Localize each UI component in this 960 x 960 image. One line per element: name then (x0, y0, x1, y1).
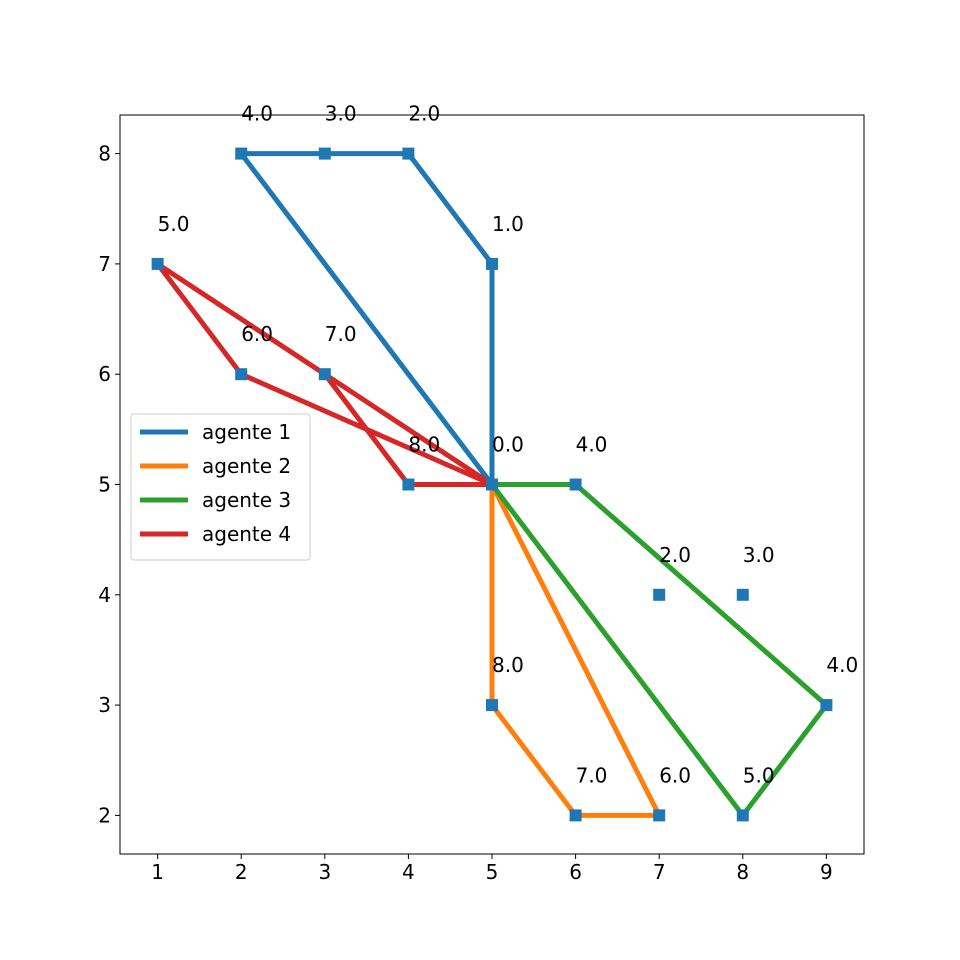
node-marker-13 (486, 699, 498, 712)
node-marker-12 (820, 699, 833, 712)
y-tick-label: 6 (98, 362, 111, 386)
node-marker-0 (486, 478, 498, 491)
node-label-13: 8.0 (492, 653, 524, 677)
node-marker-8 (402, 478, 415, 491)
x-tick-label: 2 (235, 860, 248, 884)
node-label-7: 7.0 (325, 322, 357, 346)
legend-label-agente-3: agente 3 (202, 488, 291, 512)
node-label-8: 8.0 (408, 433, 440, 457)
node-label-3: 3.0 (325, 102, 357, 126)
series-line-agente-1 (236, 151, 495, 487)
y-tick-label: 5 (98, 473, 111, 497)
y-tick-label: 4 (98, 583, 111, 607)
node-label-1: 1.0 (492, 212, 524, 236)
node-label-11: 3.0 (743, 543, 775, 567)
y-tick-label: 3 (98, 693, 111, 717)
node-label-12: 4.0 (826, 653, 858, 677)
y-tick-label: 8 (98, 142, 111, 166)
node-label-2: 2.0 (408, 102, 440, 126)
node-marker-16 (736, 809, 749, 822)
node-marker-11 (736, 588, 749, 601)
x-tick-label: 3 (318, 860, 331, 884)
node-marker-3 (318, 147, 331, 160)
legend-label-agente-2: agente 2 (202, 454, 291, 478)
node-marker-10 (653, 588, 666, 601)
node-marker-1 (486, 257, 498, 270)
x-tick-label: 7 (653, 860, 666, 884)
node-label-6: 6.0 (241, 322, 273, 346)
node-labels: 0.0 1.0 2.0 3.0 4.0 5.0 6.0 7.0 8.0 4.0 2.0 3.0 4.0 8… (158, 102, 859, 788)
x-tick-label: 6 (569, 860, 582, 884)
x-axis: 1 2 3 4 5 6 7 8 9 (151, 854, 833, 884)
node-marker-15 (653, 809, 666, 822)
node-label-9: 4.0 (576, 433, 608, 457)
node-label-15: 6.0 (659, 763, 691, 787)
x-tick-label: 1 (151, 860, 164, 884)
legend-label-agente-4: agente 4 (202, 522, 291, 546)
node-label-4: 4.0 (241, 102, 273, 126)
y-tick-label: 7 (98, 252, 111, 276)
node-marker-7 (318, 368, 331, 381)
y-axis: 2 3 4 5 6 7 8 (98, 142, 120, 827)
node-marker-9 (569, 478, 582, 491)
node-label-14: 7.0 (576, 763, 608, 787)
x-tick-label: 5 (486, 860, 499, 884)
node-label-0: 0.0 (492, 433, 524, 457)
x-tick-label: 8 (736, 860, 749, 884)
node-label-16: 5.0 (743, 763, 775, 787)
node-marker-5 (151, 257, 164, 270)
node-label-10: 2.0 (659, 543, 691, 567)
x-tick-label: 4 (402, 860, 415, 884)
legend: agente 1 agente 2 agente 3 agente 4 (130, 413, 311, 561)
legend-box (130, 413, 311, 561)
node-label-5: 5.0 (158, 212, 190, 236)
x-tick-label: 9 (820, 860, 833, 884)
node-markers (151, 147, 833, 822)
node-marker-6 (235, 368, 248, 381)
legend-label-agente-1: agente 1 (202, 420, 291, 444)
node-marker-2 (402, 147, 415, 160)
node-marker-4 (235, 147, 248, 160)
y-tick-label: 2 (98, 803, 111, 827)
node-marker-14 (569, 809, 582, 822)
